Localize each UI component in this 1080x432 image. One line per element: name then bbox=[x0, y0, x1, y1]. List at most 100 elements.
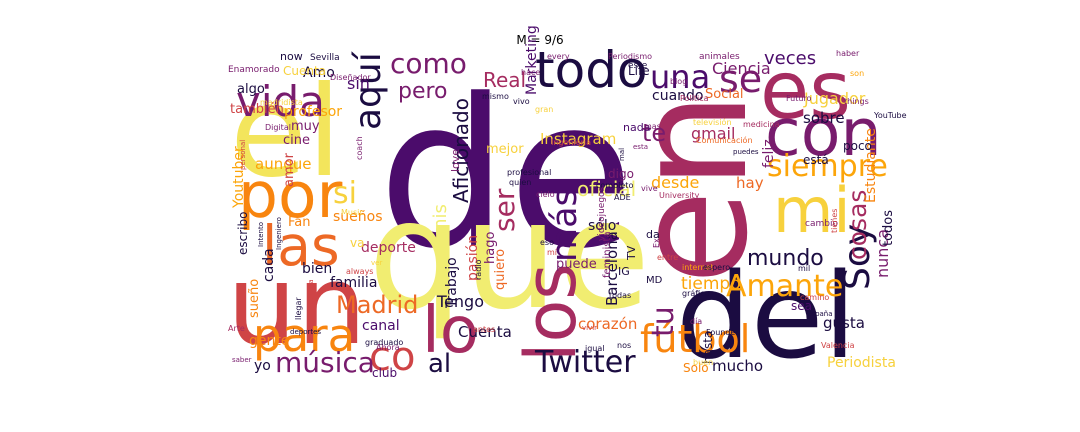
cloud-word: más bbox=[545, 188, 585, 262]
cloud-word: Valencia bbox=[821, 341, 855, 350]
cloud-word: feminista bbox=[602, 231, 613, 278]
cloud-word: espero bbox=[703, 263, 730, 272]
cloud-word: saber bbox=[232, 356, 252, 364]
cloud-word: sobre bbox=[803, 109, 845, 127]
cloud-word: Barcelona bbox=[603, 231, 621, 306]
cloud-word: mismo bbox=[482, 92, 509, 101]
cloud-word: YouTube bbox=[873, 111, 907, 120]
cloud-word: hago bbox=[483, 232, 498, 264]
cloud-word: entre bbox=[657, 253, 678, 262]
cloud-word: Periodista bbox=[827, 355, 896, 371]
cloud-word: ver bbox=[371, 259, 382, 267]
cloud-word: Amo bbox=[303, 65, 335, 81]
cloud-word: lo bbox=[422, 294, 479, 368]
cloud-word: mí bbox=[547, 248, 558, 257]
cloud-word: gráfico bbox=[682, 289, 710, 298]
cloud-word: Estudiante bbox=[863, 128, 879, 203]
cloud-word: Marketing bbox=[524, 25, 540, 95]
cloud-word: TV bbox=[625, 245, 638, 261]
cloud-word: sea bbox=[791, 299, 812, 313]
cloud-word: pasión bbox=[465, 235, 481, 281]
cloud-word: cine bbox=[283, 133, 310, 148]
cloud-word: corazón bbox=[578, 315, 637, 333]
cloud-word: pero bbox=[398, 79, 448, 104]
cloud-word: Aficionado bbox=[449, 98, 473, 203]
cloud-word: hay bbox=[736, 174, 764, 192]
cloud-word: esta bbox=[633, 143, 648, 151]
cloud-word: fútbol bbox=[640, 317, 750, 361]
cloud-word: vivo bbox=[513, 97, 530, 106]
cloud-word: Madrid bbox=[336, 291, 418, 319]
cloud-word: internet bbox=[682, 263, 714, 272]
cloud-word: al bbox=[428, 349, 451, 379]
cloud-word: te bbox=[642, 119, 666, 147]
cloud-word: profesor bbox=[284, 104, 342, 120]
cloud-word: Intento bbox=[257, 222, 265, 247]
cloud-word: familia bbox=[330, 275, 377, 291]
cloud-word: mi bbox=[773, 174, 851, 247]
cloud-word: puede bbox=[556, 257, 597, 272]
cloud-word: radio bbox=[474, 260, 483, 280]
cloud-word: muy bbox=[291, 119, 320, 134]
cloud-word: del bbox=[676, 247, 856, 385]
cloud-word: se bbox=[719, 57, 762, 101]
cloud-word: Enamorado bbox=[228, 65, 280, 75]
cloud-word: profesional bbox=[507, 168, 551, 177]
cloud-word: Youtuber bbox=[231, 146, 247, 209]
cloud-word: Ingeniero bbox=[275, 217, 283, 250]
cloud-word: ser bbox=[488, 188, 521, 232]
cloud-word: todas bbox=[609, 291, 631, 300]
cloud-word: llegar bbox=[294, 297, 303, 320]
cloud-word: gente bbox=[249, 333, 289, 349]
cloud-word: madridista bbox=[260, 98, 303, 107]
cloud-word: si bbox=[333, 176, 357, 211]
cloud-word: sin bbox=[347, 74, 370, 93]
cloud-word: University bbox=[659, 191, 700, 200]
cloud-word: IG bbox=[618, 265, 630, 278]
cloud-word: Política bbox=[680, 94, 709, 103]
cloud-word: vida bbox=[236, 77, 325, 126]
cloud-word: una bbox=[650, 58, 710, 96]
cloud-word: Music bbox=[341, 208, 364, 217]
cloud-word: Ciencia bbox=[712, 59, 771, 78]
cloud-word: sueño bbox=[247, 279, 262, 318]
cloud-word: Real bbox=[483, 68, 526, 92]
cloud-word: Diseñador bbox=[330, 73, 371, 82]
cloud-word: poco bbox=[843, 139, 872, 153]
cloud-word: mas bbox=[644, 122, 661, 131]
cloud-word: Soy bbox=[837, 224, 878, 290]
cloud-word: Comunicación bbox=[696, 135, 753, 145]
cloud-word: blog bbox=[670, 77, 687, 86]
cloud-word: son bbox=[850, 69, 864, 78]
cloud-word: un bbox=[227, 241, 366, 369]
cloud-word: Ahora bbox=[376, 343, 400, 352]
cloud-word: hace bbox=[521, 68, 540, 77]
cloud-word: Ex bbox=[652, 238, 661, 248]
cloud-word: Sevilla bbox=[310, 53, 340, 63]
cloud-word: MD bbox=[646, 275, 663, 286]
cloud-word: buen bbox=[693, 358, 713, 367]
cloud-word: amor bbox=[282, 152, 297, 187]
cloud-word: Trabajo bbox=[444, 257, 460, 309]
cloud-word: de bbox=[378, 56, 634, 294]
cloud-word: cambio bbox=[805, 219, 838, 229]
cloud-word: Futuro bbox=[786, 94, 812, 103]
cloud-word: cosas bbox=[843, 190, 872, 260]
cloud-word: Jugador bbox=[803, 89, 866, 108]
cloud-word: love bbox=[449, 149, 462, 172]
cloud-word: Periodismo bbox=[608, 52, 652, 61]
cloud-word: nada bbox=[623, 121, 650, 134]
cloud-word: desde bbox=[651, 173, 699, 192]
cloud-word: club bbox=[372, 366, 397, 380]
cloud-word: cuando bbox=[652, 88, 703, 104]
cloud-word: en bbox=[601, 91, 782, 285]
cloud-word: Amante bbox=[726, 269, 843, 304]
cloud-word: igual bbox=[585, 344, 605, 353]
page-title: M = 9/6 bbox=[516, 33, 564, 47]
cloud-word: gusta bbox=[823, 314, 865, 332]
cloud-word: da bbox=[646, 228, 660, 241]
cloud-word: va bbox=[350, 236, 364, 250]
cloud-word: personal bbox=[239, 140, 247, 170]
cloud-word: camino bbox=[800, 293, 829, 302]
cloud-word: música bbox=[275, 346, 375, 379]
